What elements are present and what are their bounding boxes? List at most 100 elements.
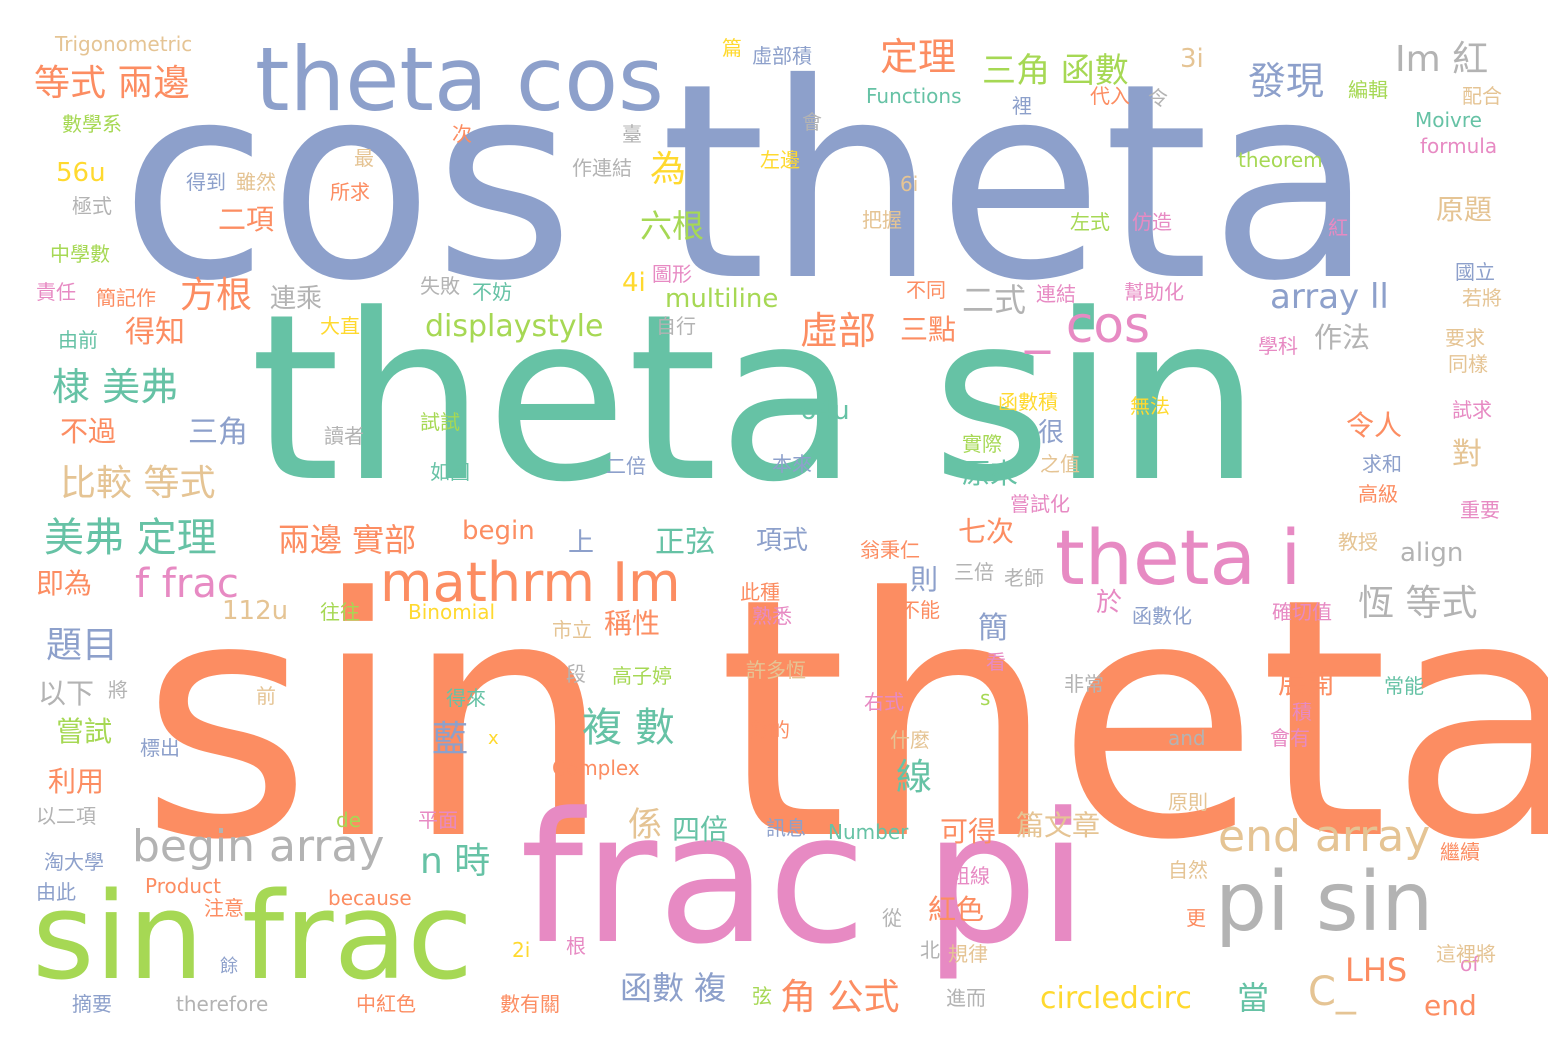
word-f-frac: f frac xyxy=(135,561,239,607)
word-liugen: 六根 xyxy=(640,207,705,245)
word-quequezhi: 確切值 xyxy=(1272,600,1332,624)
word-lingren: 令人 xyxy=(1346,409,1403,442)
word-ling: 令 xyxy=(1148,86,1168,110)
word-number: Number xyxy=(828,820,909,844)
word-bianji: 編輯 xyxy=(1348,78,1388,102)
word-wengbingren: 翁秉仁 xyxy=(860,538,920,562)
word-circledcirc: circledcirc xyxy=(1040,981,1192,1016)
word-theta-i: theta i xyxy=(1055,513,1302,602)
word-zhengxian: 正弦 xyxy=(655,525,715,560)
word-wei: 為 xyxy=(650,149,687,190)
word-hanshu-fu: 函數 複 xyxy=(620,969,727,1007)
word-complex: Complex xyxy=(552,756,640,780)
word-align: align xyxy=(1400,538,1464,568)
word-duzhe: 讀者 xyxy=(324,424,364,448)
word-shishi: 試試 xyxy=(420,410,460,434)
word-liyong: 利用 xyxy=(48,765,105,798)
word-zhankai: 展開 xyxy=(1278,667,1335,700)
word-changshihua: 嘗試化 xyxy=(1010,492,1070,516)
word-dingli: 定理 xyxy=(880,35,957,79)
word-lianchen: 連乘 xyxy=(270,284,323,314)
word-duan: 段 xyxy=(566,662,586,686)
word-shenme: 什麼 xyxy=(890,728,930,752)
word-array-ll: array ll xyxy=(1270,277,1389,317)
word-112u: 112u xyxy=(222,596,289,626)
word-dedao: 得到 xyxy=(186,170,226,194)
word-cos-underscore: _ cos xyxy=(1025,296,1151,354)
word-changshi: 嘗試 xyxy=(56,715,113,748)
word-butong: 不同 xyxy=(906,278,946,302)
word-qian: 前 xyxy=(256,684,276,708)
word-n-shi: n 時 xyxy=(420,841,491,882)
word-dang: 當 xyxy=(1237,979,1270,1017)
word-buneng: 不能 xyxy=(900,598,940,622)
word-3i: 3i xyxy=(1180,44,1204,74)
word-56u: 56u xyxy=(56,158,106,188)
word-binomial: Binomial xyxy=(408,600,496,624)
word-rutu: 如圖 xyxy=(430,460,470,484)
word-begin: begin xyxy=(462,516,535,546)
word-lhs: LHS xyxy=(1345,951,1408,989)
word-jiaoshou: 教授 xyxy=(1338,530,1378,554)
word-haidaxue: 淘大學 xyxy=(44,850,104,874)
word-pian: 篇 xyxy=(722,36,742,60)
word-jishi: 極式 xyxy=(72,194,112,218)
word-xubu: 虛部 xyxy=(800,309,877,353)
word-zhuyi: 注意 xyxy=(204,896,244,920)
word-jian: 簡 xyxy=(978,611,1008,646)
word-yierxiang: 以二項 xyxy=(36,804,96,828)
word-gen: 根 xyxy=(566,934,586,958)
word-trigonometric: Trigonometric xyxy=(55,32,193,56)
word-delai: 得來 xyxy=(446,686,486,710)
word-di-meifu: 棣 美弗 xyxy=(52,365,179,409)
word-because: because xyxy=(328,886,412,910)
word-x: x xyxy=(488,728,499,749)
word-shuxuexi: 數學系 xyxy=(62,112,122,136)
word-sin-frac: sin frac xyxy=(32,868,474,1007)
word-hui: 會 xyxy=(802,110,822,134)
word-sanjiao: 三角 xyxy=(188,415,248,450)
word-shuxi: 熟悉 xyxy=(752,604,792,628)
word-erxiang: 二項 xyxy=(218,203,275,236)
word-zuofa: 作法 xyxy=(1314,321,1371,354)
word-xian: 線 xyxy=(896,757,933,798)
word-xubuji: 虛部積 xyxy=(752,44,812,68)
word-dairu: 代入 xyxy=(1090,84,1130,108)
word-theta-cos: theta cos xyxy=(255,28,664,131)
word-changneng: 常能 xyxy=(1384,674,1424,698)
word-tuxing: 圖形 xyxy=(652,262,692,286)
word-yuanti: 原題 xyxy=(1436,193,1493,226)
word-xuan: 弦 xyxy=(752,984,772,1008)
word-youqian: 由前 xyxy=(58,328,98,352)
word-yixia: 以下 xyxy=(38,677,95,710)
word-zhongxueshu: 中學數 xyxy=(50,242,110,266)
word-laoshi: 老師 xyxy=(1004,566,1044,590)
word-shibai: 失敗 xyxy=(420,274,460,298)
word-lan: 藍 xyxy=(432,719,469,760)
word-frac-pi: frac pi xyxy=(520,775,1089,984)
word-youshi: 右式 xyxy=(864,690,904,714)
word-zhongyao: 重要 xyxy=(1460,498,1500,522)
word-multiline: multiline xyxy=(665,284,779,314)
word-suoqiu: 所求 xyxy=(330,180,370,204)
word-biaochu: 標出 xyxy=(140,736,180,760)
word-jixu: 繼續 xyxy=(1440,840,1480,864)
word-benlai: 本來 xyxy=(772,452,812,476)
word-hanshuji: 函數積 xyxy=(998,390,1058,414)
word-ze: 則 xyxy=(910,563,939,596)
word-li: 裡 xyxy=(1012,94,1032,118)
word-guoli: 國立 xyxy=(1455,260,1495,284)
word-jiang: 將 xyxy=(108,678,128,702)
word-ruojiang: 若將 xyxy=(1462,286,1502,310)
word-cong: 從 xyxy=(882,906,902,930)
word-xiangshi: 項式 xyxy=(756,526,809,556)
word-shiqiu: 試求 xyxy=(1452,398,1492,422)
word-64u: 64u xyxy=(800,396,850,426)
word-jiner: 進而 xyxy=(946,986,986,1010)
word-meifu-dingli: 美弗 定理 xyxy=(44,515,217,561)
word-of: of xyxy=(1460,952,1480,976)
word-liangbian-shibu: 兩邊 實部 xyxy=(278,521,417,559)
word-cos-theta: cos theta xyxy=(120,25,1375,340)
word-lianjie: 連結 xyxy=(1036,282,1076,306)
word-jiwei: 即為 xyxy=(36,567,93,600)
